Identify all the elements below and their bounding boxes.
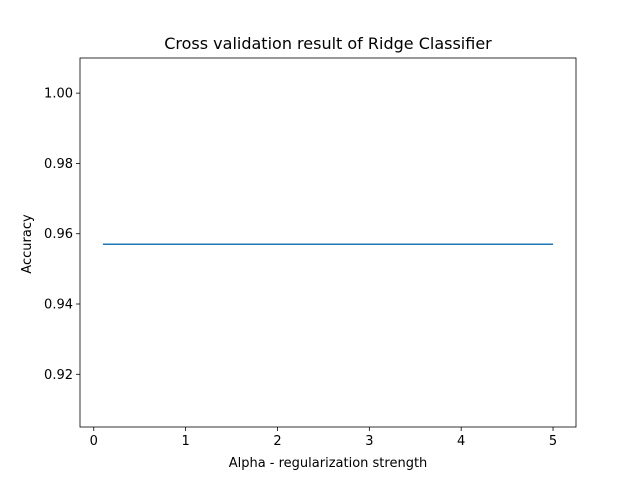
x-tick-label: 3 xyxy=(365,434,373,449)
y-tick-label: 0.96 xyxy=(44,227,73,242)
chart-title: Cross validation result of Ridge Classif… xyxy=(164,34,492,53)
y-tick-label: 0.92 xyxy=(44,368,73,383)
plot-area: 0 1 2 3 4 5 0.92 0.94 0.96 0.98 1.00 xyxy=(44,57,577,449)
axes-frame xyxy=(79,57,577,428)
x-axis-label: Alpha - regularization strength xyxy=(229,456,428,471)
x-tick-label: 5 xyxy=(549,434,557,449)
x-tick-label: 2 xyxy=(273,434,281,449)
x-tick-label: 1 xyxy=(181,434,189,449)
x-tick-label: 0 xyxy=(90,434,98,449)
y-tick-label: 0.94 xyxy=(44,298,73,313)
x-tick-label: 4 xyxy=(457,434,465,449)
y-axis-label: Accuracy xyxy=(20,214,35,274)
y-tick-label: 1.00 xyxy=(44,87,73,102)
y-tick-label: 0.98 xyxy=(44,157,73,172)
